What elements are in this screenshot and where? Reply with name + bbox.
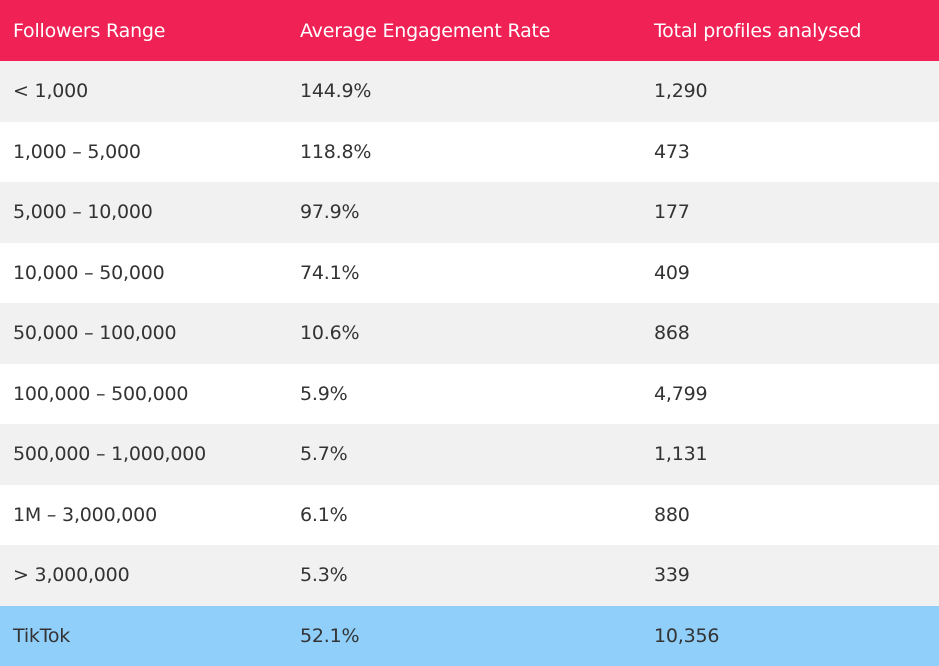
followers-range-cell: 500,000 – 1,000,000 <box>13 443 207 466</box>
followers-range-cell: 5,000 – 10,000 <box>13 201 153 224</box>
header-row: Followers Range Average Engagement Rate … <box>0 0 939 61</box>
engagement-rate-cell: 5.3% <box>300 564 348 587</box>
profiles-count-cell: 177 <box>654 201 690 224</box>
followers-range-cell: 1,000 – 5,000 <box>13 140 141 163</box>
profiles-count-cell: 1,290 <box>654 80 708 103</box>
table-body: < 1,000 144.9% 1,290 1,000 – 5,000 118.8… <box>0 61 939 666</box>
followers-range-cell: 1M – 3,000,000 <box>13 503 157 526</box>
summary-label-cell: TikTok <box>13 624 71 647</box>
profiles-count-cell: 473 <box>654 140 690 163</box>
table-row: 5,000 – 10,000 97.9% 177 <box>0 182 939 243</box>
column-header-total-profiles: Total profiles analysed <box>654 19 862 42</box>
table-row: > 3,000,000 5.3% 339 <box>0 545 939 606</box>
summary-profiles-count-cell: 10,356 <box>654 624 720 647</box>
table-row: 1M – 3,000,000 6.1% 880 <box>0 484 939 545</box>
table-row: 500,000 – 1,000,000 5.7% 1,131 <box>0 424 939 485</box>
engagement-rate-cell: 144.9% <box>300 80 372 103</box>
engagement-rate-cell: 6.1% <box>300 503 348 526</box>
engagement-rate-cell: 5.7% <box>300 443 348 466</box>
table-row: 100,000 – 500,000 5.9% 4,799 <box>0 363 939 424</box>
engagement-rate-cell: 118.8% <box>300 140 372 163</box>
column-header-average-engagement-rate: Average Engagement Rate <box>300 19 551 42</box>
profiles-count-cell: 409 <box>654 261 690 284</box>
profiles-count-cell: 4,799 <box>654 382 708 405</box>
followers-range-cell: < 1,000 <box>13 80 88 103</box>
engagement-rate-cell: 10.6% <box>300 322 360 345</box>
table-row: 10,000 – 50,000 74.1% 409 <box>0 242 939 303</box>
table-row: < 1,000 144.9% 1,290 <box>0 61 939 122</box>
summary-engagement-rate-cell: 52.1% <box>300 624 360 647</box>
profiles-count-cell: 868 <box>654 322 690 345</box>
profiles-count-cell: 339 <box>654 564 690 587</box>
engagement-rate-cell: 74.1% <box>300 261 360 284</box>
table-row: 1,000 – 5,000 118.8% 473 <box>0 121 939 182</box>
followers-range-cell: 50,000 – 100,000 <box>13 322 177 345</box>
profiles-count-cell: 880 <box>654 503 690 526</box>
followers-range-cell: 10,000 – 50,000 <box>13 261 165 284</box>
table-row: 50,000 – 100,000 10.6% 868 <box>0 303 939 364</box>
engagement-rate-cell: 97.9% <box>300 201 360 224</box>
engagement-rate-cell: 5.9% <box>300 382 348 405</box>
profiles-count-cell: 1,131 <box>654 443 708 466</box>
followers-range-cell: 100,000 – 500,000 <box>13 382 189 405</box>
followers-range-cell: > 3,000,000 <box>13 564 130 587</box>
summary-row-tiktok: TikTok 52.1% 10,356 <box>0 605 939 666</box>
column-header-followers-range: Followers Range <box>13 19 166 42</box>
table-header: Followers Range Average Engagement Rate … <box>0 0 939 61</box>
